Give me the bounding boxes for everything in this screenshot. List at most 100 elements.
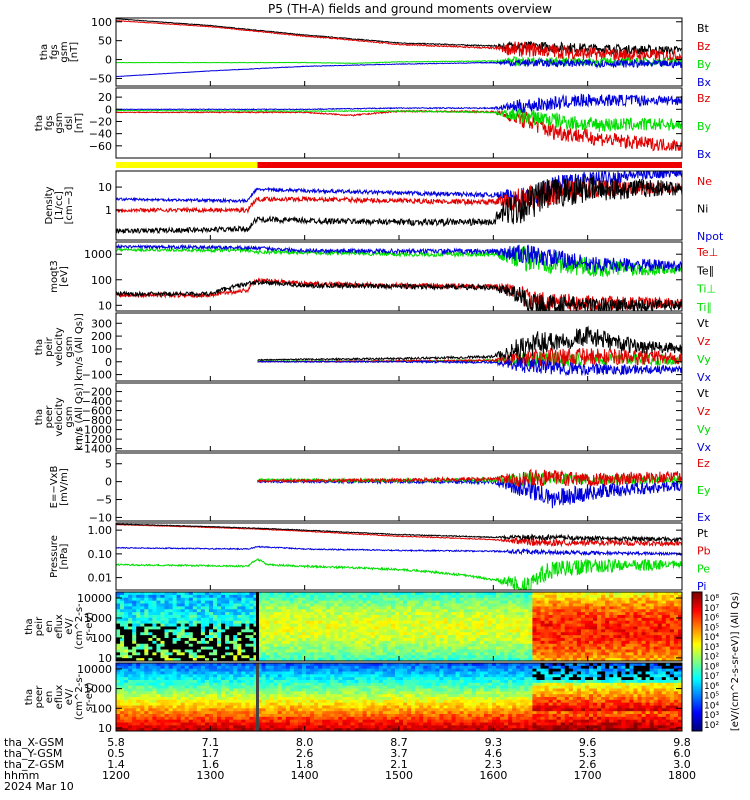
- colorbar-cell: [692, 598, 702, 602]
- data-gap: [256, 663, 259, 731]
- colorbar-cell: [692, 619, 702, 623]
- colorbar-cell: [692, 652, 702, 656]
- colorbar-cell: [692, 707, 702, 711]
- colorbar-cell: [692, 724, 702, 727]
- legend-Te∥: Te∥: [696, 264, 714, 277]
- x-tick-label: 8.0: [296, 736, 314, 749]
- x-row-label: hhmm: [4, 769, 39, 782]
- colorbar-cell: [692, 684, 702, 688]
- panel-8: 1.00 0.10 0.01 Pressure [nPa] Pt Pb Pe Pi: [49, 522, 711, 593]
- colorbar-cell: [692, 629, 702, 632]
- colorbar-cell: [692, 654, 702, 658]
- legend-Npot: Npot: [697, 230, 724, 243]
- y-axis-label: tha: [24, 689, 35, 705]
- series-Pi: [116, 545, 682, 557]
- panel-2: 200−20−40−60 tha fgs gsm dsl [nT] Bz By Bx: [34, 87, 712, 161]
- y-tick-label: 300: [91, 317, 112, 330]
- y-axis-label: fgs: [49, 44, 60, 59]
- x-tick-label: 1400: [291, 769, 319, 782]
- y-tick-label: 100: [91, 632, 112, 645]
- y-axis-label: sr-eV): [84, 612, 95, 641]
- colorbar-cell: [692, 596, 702, 600]
- y-tick-label: 100: [91, 343, 112, 356]
- legend-Pt: Pt: [697, 527, 709, 540]
- y-axis-label: peer: [44, 405, 55, 429]
- series-Bz: [116, 109, 682, 152]
- series-Npot: [116, 171, 682, 207]
- legend-Pb: Pb: [697, 545, 711, 558]
- panel-frame: [115, 452, 683, 522]
- colorbar-tick-label: 10⁷: [704, 604, 719, 614]
- y-tick-label: −60: [89, 140, 112, 153]
- y-tick-label: 0: [105, 54, 112, 67]
- legend-Vx: Vx: [697, 441, 712, 454]
- x-row-label: tha_Z-GSM: [4, 758, 64, 771]
- x-tick-label: 2.3: [485, 758, 503, 771]
- x-tick-label: 2.1: [390, 758, 408, 771]
- colorbar-cell: [692, 689, 702, 693]
- legend-Vz: Vz: [697, 405, 711, 418]
- y-axis-label: km/s (All Qs)]: [74, 383, 85, 451]
- y-tick-label: −100: [82, 369, 112, 382]
- colorbar-cell: [692, 601, 702, 605]
- plot-area: [116, 18, 682, 78]
- colorbar-tick-label: 10⁸: [704, 594, 719, 604]
- colorbar-cell: [692, 714, 702, 718]
- legend-Vt: Vt: [697, 317, 710, 330]
- x-tick-label: 6.0: [673, 747, 691, 760]
- y-axis-label: sr-eV): [84, 682, 95, 711]
- colorbar-cell: [692, 700, 702, 704]
- x-tick-label: 7.1: [202, 736, 220, 749]
- series-Bx: [116, 93, 682, 114]
- colorbar-cell: [692, 717, 702, 720]
- panel-7: 5 0 −5 −10 E=−VxB [mV/m] Ez Ey Ex: [49, 452, 711, 524]
- mode-segment: [257, 162, 682, 168]
- y-tick-label: −10: [89, 511, 112, 524]
- y-axis-label: gsm: [59, 41, 70, 62]
- y-axis-label: velocity: [54, 397, 65, 436]
- y-tick-label: 0: [105, 476, 112, 489]
- plot-area: [116, 93, 682, 152]
- colorbar-cell: [692, 691, 702, 695]
- y-tick-label: 0: [105, 103, 112, 116]
- colorbar-cell: [692, 592, 702, 595]
- y-axis-label: eV/: [64, 688, 75, 705]
- colorbar-tick-label: 10³: [704, 643, 719, 653]
- colorbar-cell: [692, 686, 702, 690]
- x-tick-label: 2.6: [296, 747, 314, 760]
- colorbar-cell: [692, 721, 702, 725]
- x-axis-labels: tha_X-GSM 5.8 7.1 8.0 8.7 9.3 9.6 9.8 tha_Y-GSM 0…: [4, 736, 696, 793]
- plot-area: [257, 325, 682, 377]
- colorbar-cell: [692, 647, 702, 651]
- legend-Vy: Vy: [697, 423, 711, 436]
- legend-Bx: Bx: [697, 148, 712, 161]
- x-tick-label: 1200: [102, 769, 130, 782]
- colorbar-tick-label: 10⁷: [704, 672, 719, 682]
- x-tick-label: 1.8: [296, 758, 314, 771]
- y-axis-label: tha: [34, 115, 45, 131]
- y-axis-label: peir: [44, 336, 55, 356]
- y-tick-label: 5: [105, 458, 112, 471]
- legend-Ey: Ey: [697, 484, 711, 497]
- colorbar-tick-label: 10⁵: [704, 692, 719, 702]
- series-Vx: [257, 357, 682, 377]
- heatmap-cells: [116, 592, 682, 661]
- legend-Vx: Vx: [697, 371, 712, 384]
- legend-Ex: Ex: [697, 511, 711, 524]
- panel-frame: [115, 382, 683, 452]
- y-tick-label: −20: [89, 115, 112, 128]
- colorbar-cell: [692, 624, 702, 628]
- y-tick-label: 1: [105, 204, 112, 217]
- y-axis-label: (cm^2-s-: [74, 603, 85, 650]
- y-axis-label: gsm: [64, 406, 75, 427]
- y-tick-label: 10000: [77, 663, 112, 676]
- x-tick-label: 1.6: [202, 758, 220, 771]
- series-Bz: [116, 19, 682, 63]
- colorbar-cell: [692, 726, 702, 730]
- colorbar-frame: [691, 591, 703, 732]
- colorbar-cell: [692, 626, 702, 630]
- colorbar-cell: [692, 617, 702, 621]
